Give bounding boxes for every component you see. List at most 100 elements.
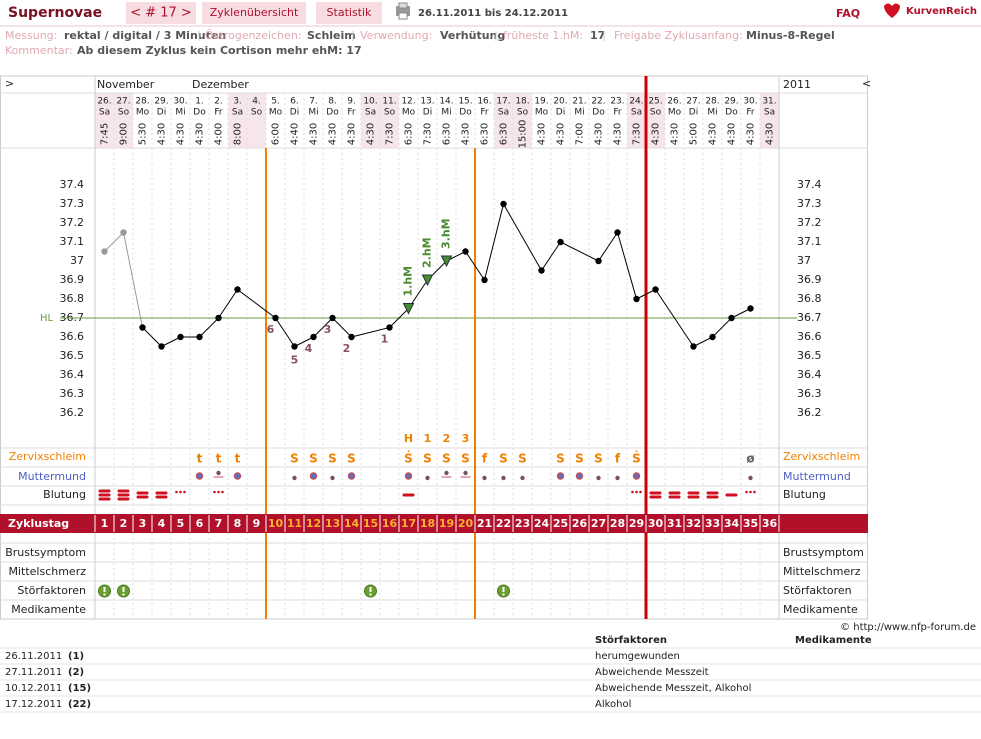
temp-connector bbox=[123, 232, 143, 328]
nav-left[interactable]: > bbox=[5, 77, 14, 90]
tab-label[interactable]: Statistik bbox=[327, 6, 373, 19]
info-value: Minus-8-Regel bbox=[746, 29, 835, 42]
info-label: Östrogenzeichen: bbox=[205, 29, 302, 42]
weekday: Do bbox=[725, 108, 738, 118]
day: 1. bbox=[195, 97, 204, 107]
day: 10. bbox=[363, 97, 377, 107]
cycle-day: 8 bbox=[234, 517, 242, 530]
tab[interactable] bbox=[202, 2, 306, 24]
weekend-shade bbox=[228, 93, 247, 148]
mucus: S bbox=[461, 452, 470, 466]
temp-point bbox=[747, 305, 754, 312]
tab-label[interactable]: Zyklenübersicht bbox=[210, 6, 299, 19]
temp-connector bbox=[332, 317, 352, 338]
nav-tab[interactable] bbox=[126, 2, 196, 24]
y-tick-label: 37.1 bbox=[60, 235, 85, 248]
day: 28. bbox=[705, 97, 719, 107]
info-label: Messung: bbox=[5, 29, 57, 42]
day: 25. bbox=[648, 97, 662, 107]
time: 4:30 bbox=[746, 123, 757, 145]
cycle-day: 1 bbox=[101, 517, 109, 530]
y-tick-label: 36.7 bbox=[797, 311, 822, 324]
bleeding-icon bbox=[725, 493, 738, 497]
mucus: S bbox=[556, 452, 565, 466]
time: 4:30 bbox=[195, 123, 206, 145]
day: 6. bbox=[290, 97, 299, 107]
row-label: Blutung bbox=[43, 488, 86, 501]
bleeding-icon bbox=[183, 490, 186, 494]
mucus: S bbox=[347, 452, 356, 466]
weekday: So bbox=[650, 108, 662, 118]
bleeding-icon bbox=[668, 495, 681, 499]
mucus-count: 2 bbox=[443, 432, 451, 445]
time: 4:30 bbox=[309, 123, 320, 145]
table-day: (2) bbox=[68, 667, 84, 678]
weekend-shade bbox=[513, 93, 532, 148]
y-tick-label: 36.5 bbox=[797, 349, 822, 362]
bleeding-icon bbox=[753, 490, 756, 494]
brand[interactable]: KurvenReich bbox=[906, 6, 977, 17]
temp-point bbox=[481, 276, 488, 284]
comment-label: Kommentar: bbox=[5, 44, 73, 57]
comment: Ab diesem Zyklus kein Cortison mehr ehM:… bbox=[77, 44, 362, 57]
day: 29. bbox=[724, 97, 738, 107]
cervix-icon bbox=[309, 472, 318, 480]
bleeding-icon bbox=[649, 495, 662, 499]
weekday: Mo bbox=[535, 108, 549, 118]
row-label: Muttermund bbox=[18, 470, 86, 483]
time: 8:00 bbox=[233, 123, 244, 145]
weekday: Sa bbox=[498, 108, 509, 118]
time: 5:00 bbox=[689, 123, 700, 145]
time: 4:30 bbox=[366, 123, 377, 145]
row-label: Mittelschmerz bbox=[8, 565, 86, 578]
weekday: Mo bbox=[269, 108, 283, 118]
bleeding-icon bbox=[687, 495, 700, 499]
mucus: t bbox=[235, 452, 241, 466]
mucus: S bbox=[442, 452, 451, 466]
table-header: Störfaktoren bbox=[595, 635, 667, 646]
hm-point bbox=[421, 274, 434, 287]
temp-connector bbox=[731, 308, 751, 319]
temp-connector bbox=[465, 251, 485, 281]
row-label: Zervixschleim bbox=[9, 450, 86, 463]
day: 28. bbox=[135, 97, 149, 107]
row-label: Zyklustag bbox=[8, 517, 69, 530]
table-header: Medikamente bbox=[795, 635, 872, 646]
print-icon[interactable] bbox=[396, 2, 410, 20]
mucus-count: 1 bbox=[424, 432, 432, 445]
temp-point bbox=[462, 248, 469, 255]
date-range: 26.11.2011 bis 24.12.2011 bbox=[418, 8, 568, 19]
time: 7:30 bbox=[385, 123, 396, 145]
mucus: S bbox=[594, 452, 603, 466]
weekday: Di bbox=[423, 108, 432, 118]
bleeding-icon bbox=[706, 491, 719, 495]
temp-point bbox=[709, 333, 716, 341]
faq-link[interactable]: FAQ bbox=[836, 7, 860, 20]
cycle-day: 34 bbox=[724, 517, 740, 530]
year: 2011 bbox=[783, 78, 811, 91]
row-label: Muttermund bbox=[783, 470, 851, 483]
low-label: 4 bbox=[305, 342, 313, 355]
row-label: Medikamente bbox=[11, 603, 86, 616]
time: 4:30 bbox=[670, 123, 681, 145]
time: 6:30 bbox=[480, 123, 491, 145]
day: 4. bbox=[252, 97, 261, 107]
cycle-day-bar bbox=[0, 514, 868, 533]
weekday: So bbox=[251, 108, 263, 118]
day: 20. bbox=[553, 97, 567, 107]
cervix-icon bbox=[501, 475, 506, 481]
cycle-day: 15 bbox=[363, 517, 378, 530]
cycle-day: 23 bbox=[515, 517, 530, 530]
temp-connector bbox=[636, 289, 656, 300]
cycle-nav[interactable]: < # 17 > bbox=[130, 6, 192, 21]
mucus: S bbox=[423, 452, 432, 466]
temp-connector bbox=[199, 317, 219, 338]
cycle-day: 29 bbox=[629, 517, 644, 530]
bleeding-icon bbox=[136, 491, 149, 495]
y-tick-label: 37.3 bbox=[797, 197, 822, 210]
nav-right[interactable]: < bbox=[862, 77, 871, 90]
day: 13. bbox=[420, 97, 434, 107]
tab[interactable] bbox=[316, 2, 382, 24]
time: 6:30 bbox=[404, 123, 415, 145]
